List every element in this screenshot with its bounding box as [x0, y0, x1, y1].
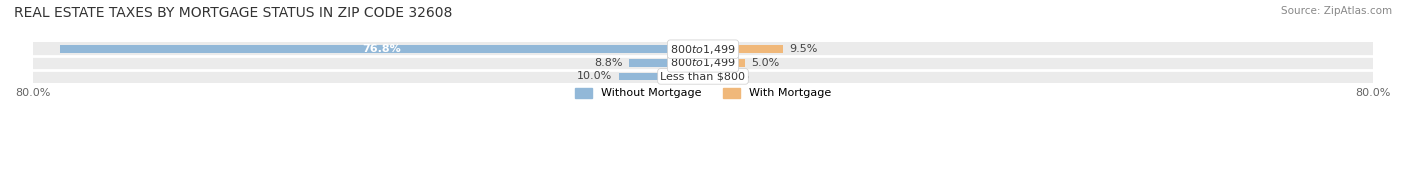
- Bar: [630, 59, 703, 67]
- Text: REAL ESTATE TAXES BY MORTGAGE STATUS IN ZIP CODE 32608: REAL ESTATE TAXES BY MORTGAGE STATUS IN …: [14, 6, 453, 20]
- Bar: [703, 73, 707, 80]
- Text: Less than $800: Less than $800: [661, 71, 745, 81]
- Text: 76.8%: 76.8%: [361, 44, 401, 54]
- Text: 0.55%: 0.55%: [714, 71, 749, 81]
- Bar: [703, 59, 745, 67]
- Bar: [32, 70, 1374, 83]
- Bar: [619, 73, 703, 80]
- Text: Source: ZipAtlas.com: Source: ZipAtlas.com: [1281, 6, 1392, 16]
- Bar: [32, 56, 1374, 70]
- Text: 5.0%: 5.0%: [752, 58, 780, 68]
- Bar: [703, 45, 783, 53]
- Text: $800 to $1,499: $800 to $1,499: [671, 56, 735, 69]
- Bar: [32, 43, 1374, 56]
- Legend: Without Mortgage, With Mortgage: Without Mortgage, With Mortgage: [571, 83, 835, 103]
- Text: $800 to $1,499: $800 to $1,499: [671, 43, 735, 56]
- Text: 8.8%: 8.8%: [595, 58, 623, 68]
- Bar: [59, 45, 703, 53]
- Text: 9.5%: 9.5%: [789, 44, 818, 54]
- Text: 10.0%: 10.0%: [578, 71, 613, 81]
